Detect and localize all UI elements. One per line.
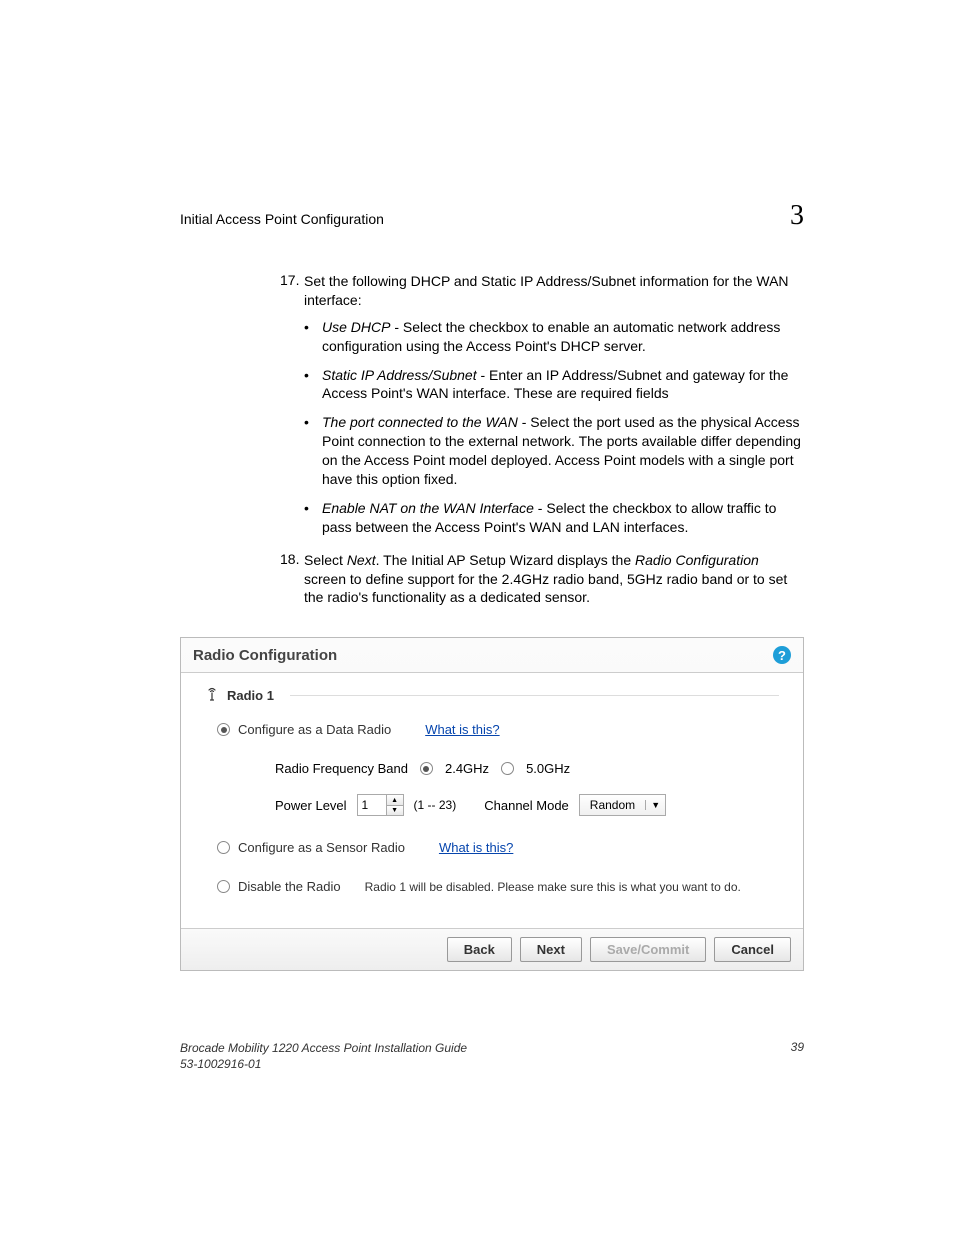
save-commit-button[interactable]: Save/Commit: [590, 937, 706, 962]
data-radio-option[interactable]: Configure as a Data Radio What is this?: [217, 722, 779, 737]
footer-docnum: 53-1002916-01: [180, 1056, 467, 1072]
bullet-item: • The port connected to the WAN - Select…: [304, 413, 804, 489]
bullet-dot: •: [304, 366, 322, 404]
frequency-band-row: Radio Frequency Band 2.4GHz 5.0GHz: [275, 761, 779, 776]
what-is-this-link[interactable]: What is this?: [425, 722, 499, 737]
bullet-item: • Use DHCP - Select the checkbox to enab…: [304, 318, 804, 356]
data-radio-label: Configure as a Data Radio: [238, 722, 391, 737]
bullet-term: Use DHCP: [322, 319, 390, 335]
freq-50-label: 5.0GHz: [526, 761, 570, 776]
bullet-dot: •: [304, 413, 322, 489]
disable-note: Radio 1 will be disabled. Please make su…: [365, 880, 741, 894]
step-17: 17. Set the following DHCP and Static IP…: [280, 272, 804, 310]
bullet-dot: •: [304, 318, 322, 356]
page-header: Initial Access Point Configuration 3: [180, 200, 804, 232]
step-text: Set the following DHCP and Static IP Add…: [304, 272, 804, 310]
power-channel-row: Power Level ▲ ▼ (1 -- 23) Channel Mode R…: [275, 794, 779, 816]
step-18: 18. Select Next. The Initial AP Setup Wi…: [280, 551, 804, 608]
bullet-term: Enable NAT on the WAN Interface: [322, 500, 534, 516]
page-footer: Brocade Mobility 1220 Access Point Insta…: [180, 1040, 804, 1072]
power-level-label: Power Level: [275, 798, 347, 813]
bullet-desc: - Select the checkbox to enable an autom…: [322, 319, 780, 354]
sensor-radio-option[interactable]: Configure as a Sensor Radio What is this…: [217, 840, 779, 855]
chapter-number: 3: [790, 200, 804, 232]
frequency-label: Radio Frequency Band: [275, 761, 408, 776]
help-icon[interactable]: ?: [773, 646, 791, 664]
bullet-term: The port connected to the WAN: [322, 414, 518, 430]
back-button[interactable]: Back: [447, 937, 512, 962]
next-button[interactable]: Next: [520, 937, 582, 962]
antenna-icon: [205, 687, 219, 704]
channel-mode-label: Channel Mode: [484, 798, 569, 813]
bullet-dot: •: [304, 499, 322, 537]
step-text: Select Next. The Initial AP Setup Wizard…: [304, 551, 804, 608]
cancel-button[interactable]: Cancel: [714, 937, 791, 962]
radio-icon[interactable]: [217, 880, 230, 893]
freq-24-label: 2.4GHz: [445, 761, 489, 776]
step-number: 18.: [280, 551, 304, 608]
bullet-item: • Static IP Address/Subnet - Enter an IP…: [304, 366, 804, 404]
disable-radio-option[interactable]: Disable the Radio Radio 1 will be disabl…: [217, 879, 779, 894]
power-range: (1 -- 23): [414, 798, 457, 812]
panel-body: Radio 1 Configure as a Data Radio What i…: [181, 673, 803, 928]
footer-guide: Brocade Mobility 1220 Access Point Insta…: [180, 1040, 467, 1056]
channel-mode-value: Random: [580, 798, 645, 812]
radio-1-label: Radio 1: [227, 688, 274, 703]
bullet-item: • Enable NAT on the WAN Interface - Sele…: [304, 499, 804, 537]
sensor-radio-label: Configure as a Sensor Radio: [238, 840, 405, 855]
panel-header: Radio Configuration ?: [181, 638, 803, 673]
radio-icon[interactable]: [217, 723, 230, 736]
divider-line: [290, 695, 779, 696]
spinner-down-icon[interactable]: ▼: [387, 806, 403, 816]
power-level-spinner[interactable]: ▲ ▼: [357, 794, 404, 816]
header-title: Initial Access Point Configuration: [180, 211, 384, 227]
freq-50-radio[interactable]: [501, 762, 514, 775]
what-is-this-link[interactable]: What is this?: [439, 840, 513, 855]
panel-title: Radio Configuration: [193, 647, 337, 664]
footer-page-number: 39: [791, 1040, 804, 1072]
radio-1-header: Radio 1: [205, 687, 779, 704]
spinner-up-icon[interactable]: ▲: [387, 795, 403, 806]
body-content: 17. Set the following DHCP and Static IP…: [180, 272, 804, 607]
chevron-down-icon[interactable]: ▼: [645, 800, 665, 810]
step-number: 17.: [280, 272, 304, 310]
button-bar: Back Next Save/Commit Cancel: [181, 928, 803, 970]
power-level-input[interactable]: [357, 794, 387, 816]
freq-24-radio[interactable]: [420, 762, 433, 775]
radio-icon[interactable]: [217, 841, 230, 854]
channel-mode-dropdown[interactable]: Random ▼: [579, 794, 666, 816]
disable-radio-label: Disable the Radio: [238, 879, 341, 894]
radio-config-panel: Radio Configuration ? Radio 1 Configure …: [180, 637, 804, 971]
bullet-term: Static IP Address/Subnet: [322, 367, 477, 383]
bullet-list: • Use DHCP - Select the checkbox to enab…: [280, 318, 804, 537]
